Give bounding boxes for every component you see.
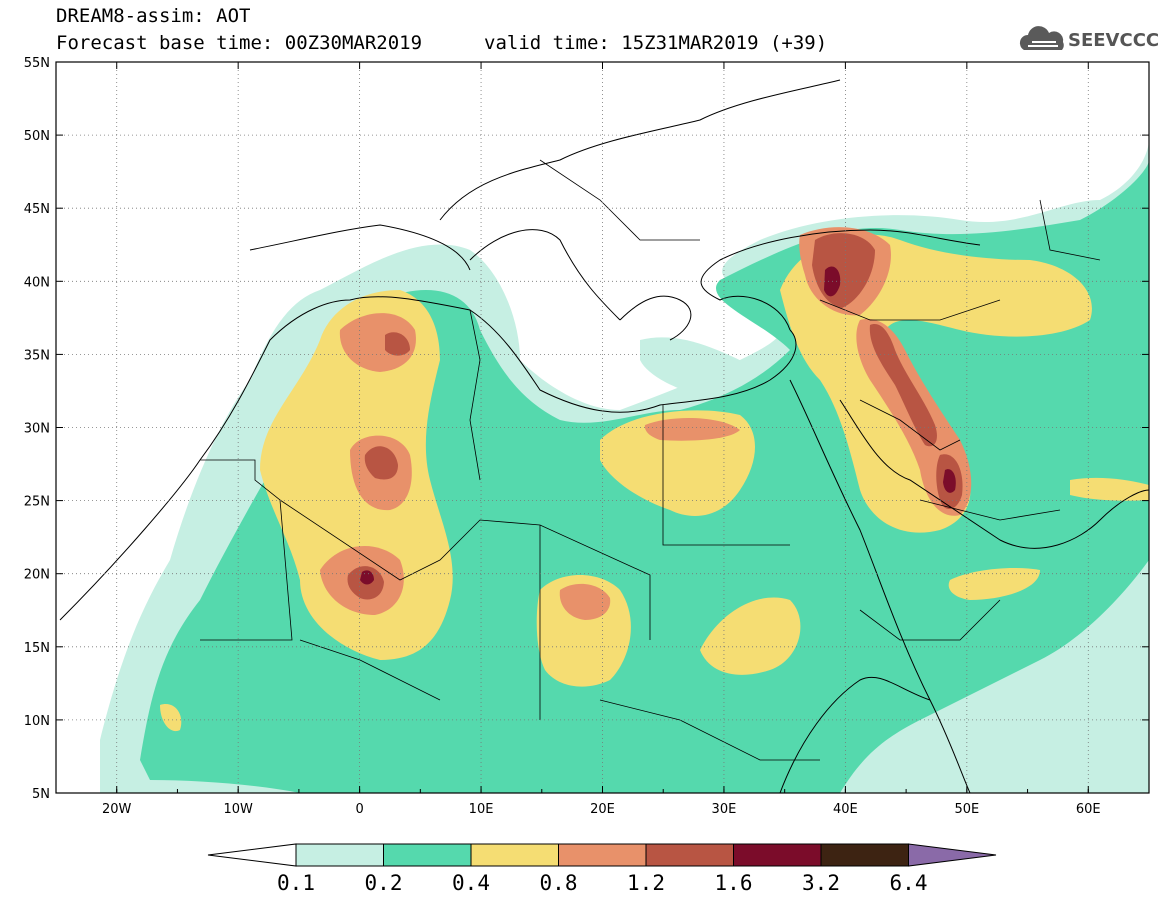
- lon-tick-label: 20W: [102, 802, 132, 817]
- colorbar-segment: [295, 843, 384, 867]
- colorbar-label: 3.2: [802, 871, 840, 895]
- colorbar-label: 0.2: [365, 871, 403, 895]
- lat-tick-label: 10N: [24, 714, 50, 729]
- borders: [200, 159, 1101, 761]
- lat-tick-label: 30N: [24, 422, 50, 437]
- colorbar-segment: [733, 843, 822, 867]
- lon-tick-label: 60E: [1076, 802, 1101, 817]
- colorbar-label: 1.6: [715, 871, 753, 895]
- colorbar-segment: [470, 843, 559, 867]
- colorbar-segment: [645, 843, 734, 867]
- axis-ticks: 55N 50N 45N 40N 35N 30N 25N 20N 15N 10N 5N 20W 10W 0 1…: [24, 56, 1150, 817]
- lon-tick-label: 50E: [954, 802, 979, 817]
- lat-tick-label: 25N: [24, 495, 50, 510]
- valid-time: valid time: 15Z31MAR2019 (+39): [484, 32, 828, 54]
- lat-tick-label: 35N: [24, 348, 50, 363]
- map-title: DREAM8-assim: AOT: [56, 5, 251, 27]
- colorbar-label: 0.8: [540, 871, 578, 895]
- lon-tick-label: 20E: [590, 802, 615, 817]
- lon-tick-label: 40E: [833, 802, 858, 817]
- forecast-base-time: Forecast base time: 00Z30MAR2019: [56, 32, 423, 54]
- lon-tick-label: 0: [355, 802, 363, 817]
- lat-tick-label: 40N: [24, 275, 50, 290]
- lat-tick-label: 15N: [24, 641, 50, 656]
- lon-tick-label: 10E: [469, 802, 494, 817]
- colorbar-min-arrow: [207, 843, 297, 867]
- colorbar-segment: [558, 843, 647, 867]
- colorbar-label: 0.1: [277, 871, 315, 895]
- coastlines: [59, 79, 1149, 793]
- lat-tick-label: 50N: [24, 129, 50, 144]
- colorbar: 0.1 0.2 0.4 0.8 1.2 1.6 3.2 6.4: [207, 843, 997, 895]
- aot-level-0.4: [160, 234, 1149, 732]
- lat-tick-label: 55N: [24, 56, 50, 71]
- colorbar-label: 1.2: [627, 871, 665, 895]
- colorbar-segment: [820, 843, 909, 867]
- lat-tick-label: 5N: [32, 787, 50, 802]
- aot-field: [56, 62, 1149, 793]
- colorbar-max-arrow: [908, 843, 997, 867]
- lon-tick-label: 10W: [223, 802, 253, 817]
- colorbar-segment: [383, 843, 472, 867]
- colorbar-label: 0.4: [452, 871, 490, 895]
- logo-text: SEEVCCC: [1068, 30, 1160, 51]
- lon-tick-label: 30E: [712, 802, 737, 817]
- lat-tick-label: 45N: [24, 202, 50, 217]
- lat-tick-label: 20N: [24, 568, 50, 583]
- cloud-icon: [1019, 26, 1064, 50]
- colorbar-label: 6.4: [890, 871, 928, 895]
